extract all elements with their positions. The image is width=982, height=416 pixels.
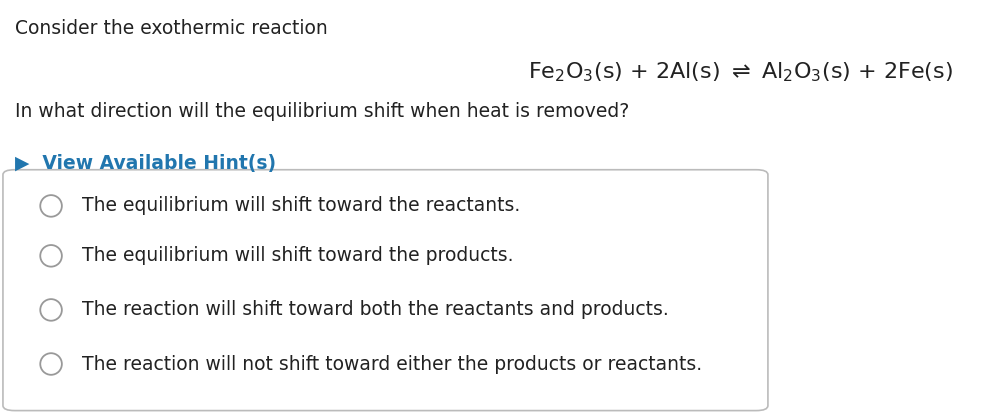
- Text: Fe$_2$O$_3$(s) + 2Al(s) $\rightleftharpoons$ Al$_2$O$_3$(s) + 2Fe(s): Fe$_2$O$_3$(s) + 2Al(s) $\rightleftharpo…: [527, 60, 953, 84]
- Text: The reaction will not shift toward either the products or reactants.: The reaction will not shift toward eithe…: [82, 354, 701, 374]
- Ellipse shape: [40, 299, 62, 321]
- Ellipse shape: [40, 245, 62, 267]
- FancyBboxPatch shape: [3, 170, 768, 411]
- Text: The reaction will shift toward both the reactants and products.: The reaction will shift toward both the …: [82, 300, 669, 319]
- Text: In what direction will the equilibrium shift when heat is removed?: In what direction will the equilibrium s…: [15, 102, 629, 121]
- Text: Consider the exothermic reaction: Consider the exothermic reaction: [15, 19, 327, 38]
- Ellipse shape: [40, 353, 62, 375]
- Text: ▶  View Available Hint(s): ▶ View Available Hint(s): [15, 154, 276, 173]
- Ellipse shape: [40, 195, 62, 217]
- Text: The equilibrium will shift toward the products.: The equilibrium will shift toward the pr…: [82, 246, 513, 265]
- Text: The equilibrium will shift toward the reactants.: The equilibrium will shift toward the re…: [82, 196, 519, 215]
